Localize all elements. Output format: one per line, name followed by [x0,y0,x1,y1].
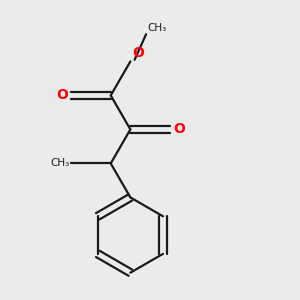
Text: CH₃: CH₃ [51,158,70,168]
Text: O: O [56,88,68,102]
Text: CH₃: CH₃ [148,22,167,33]
Text: O: O [173,122,185,136]
Text: O: O [132,46,144,60]
